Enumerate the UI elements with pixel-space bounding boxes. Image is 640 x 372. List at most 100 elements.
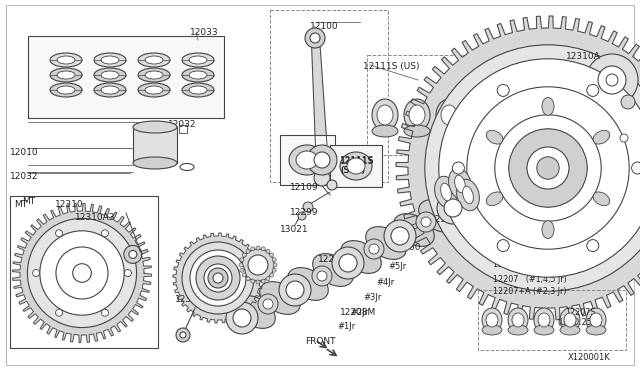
Text: 12208M: 12208M — [318, 255, 355, 264]
Circle shape — [620, 134, 628, 142]
Text: 12111S: 12111S — [340, 156, 374, 165]
Text: 12033: 12033 — [190, 28, 219, 37]
Ellipse shape — [454, 175, 465, 193]
Circle shape — [269, 273, 274, 277]
Circle shape — [213, 273, 223, 283]
Ellipse shape — [590, 313, 602, 327]
Circle shape — [176, 328, 190, 342]
Text: 12331: 12331 — [500, 200, 529, 209]
Circle shape — [339, 254, 357, 272]
Circle shape — [261, 247, 265, 251]
Circle shape — [606, 74, 618, 86]
Ellipse shape — [365, 227, 406, 259]
Text: 12333: 12333 — [600, 120, 628, 129]
Ellipse shape — [473, 105, 489, 125]
Polygon shape — [311, 30, 328, 160]
Ellipse shape — [182, 83, 214, 97]
Text: 12330: 12330 — [462, 118, 491, 127]
Circle shape — [240, 268, 244, 272]
Ellipse shape — [347, 158, 365, 174]
Text: FRONT: FRONT — [305, 337, 335, 346]
Ellipse shape — [435, 176, 458, 208]
Text: 12303: 12303 — [200, 248, 228, 257]
Circle shape — [497, 240, 509, 251]
Text: #1Jr: #1Jr — [337, 322, 355, 331]
Text: 12315N: 12315N — [451, 185, 486, 194]
Ellipse shape — [138, 83, 170, 97]
Circle shape — [261, 279, 265, 283]
Text: 12100: 12100 — [310, 22, 339, 31]
Text: 12111S: 12111S — [340, 157, 374, 166]
Text: 12299: 12299 — [290, 208, 319, 217]
Ellipse shape — [101, 56, 119, 64]
Circle shape — [246, 277, 250, 281]
Text: #2Jr: #2Jr — [350, 308, 368, 317]
Circle shape — [248, 255, 268, 275]
Ellipse shape — [182, 68, 214, 82]
Circle shape — [497, 84, 509, 96]
Text: 12303A: 12303A — [175, 295, 210, 304]
Circle shape — [269, 253, 274, 257]
Circle shape — [273, 263, 277, 267]
Circle shape — [56, 247, 108, 299]
Text: 12207+A (#2,3 Jr): 12207+A (#2,3 Jr) — [493, 260, 566, 269]
Text: 12314M: 12314M — [430, 215, 467, 224]
Circle shape — [272, 268, 276, 272]
Ellipse shape — [404, 125, 430, 137]
Ellipse shape — [145, 71, 163, 79]
Circle shape — [307, 145, 337, 175]
Circle shape — [314, 152, 330, 168]
Text: X120001K: X120001K — [568, 353, 611, 362]
Circle shape — [332, 247, 364, 279]
Text: 12207   (#1,4,5 Jr): 12207 (#1,4,5 Jr) — [493, 275, 567, 284]
Ellipse shape — [94, 83, 126, 97]
Ellipse shape — [441, 105, 457, 125]
Ellipse shape — [436, 99, 462, 131]
Ellipse shape — [289, 145, 325, 175]
Ellipse shape — [189, 56, 207, 64]
Ellipse shape — [542, 221, 554, 238]
Circle shape — [369, 244, 379, 254]
Circle shape — [317, 271, 327, 281]
Circle shape — [391, 227, 409, 245]
Circle shape — [478, 98, 618, 238]
Circle shape — [180, 332, 186, 338]
Text: 12208M: 12208M — [340, 308, 376, 317]
Ellipse shape — [133, 121, 177, 133]
Text: 12207   (#1,4,5 Jr): 12207 (#1,4,5 Jr) — [493, 248, 567, 257]
Circle shape — [73, 264, 92, 282]
Circle shape — [233, 309, 251, 327]
Ellipse shape — [340, 241, 381, 273]
Text: 12314E: 12314E — [463, 200, 497, 209]
Circle shape — [251, 247, 255, 251]
Circle shape — [258, 294, 278, 314]
Ellipse shape — [512, 313, 524, 327]
Ellipse shape — [534, 308, 554, 332]
Ellipse shape — [560, 325, 580, 335]
Circle shape — [509, 129, 588, 207]
Circle shape — [204, 264, 232, 292]
Ellipse shape — [449, 168, 472, 200]
Ellipse shape — [57, 56, 75, 64]
Ellipse shape — [404, 99, 430, 131]
Circle shape — [266, 249, 270, 253]
Text: 13021: 13021 — [280, 225, 308, 234]
Circle shape — [251, 279, 255, 283]
Ellipse shape — [508, 325, 528, 335]
Circle shape — [33, 269, 40, 276]
Circle shape — [298, 212, 306, 220]
Ellipse shape — [564, 313, 576, 327]
Circle shape — [243, 273, 246, 277]
Text: 12010: 12010 — [10, 148, 38, 157]
Circle shape — [208, 268, 228, 288]
Ellipse shape — [586, 325, 606, 335]
Circle shape — [444, 64, 640, 272]
Circle shape — [240, 258, 244, 262]
Polygon shape — [396, 16, 640, 320]
Circle shape — [129, 250, 137, 259]
Ellipse shape — [538, 313, 550, 327]
Circle shape — [256, 280, 260, 284]
Circle shape — [632, 162, 640, 174]
Ellipse shape — [394, 214, 435, 246]
Bar — [28, 36, 224, 118]
